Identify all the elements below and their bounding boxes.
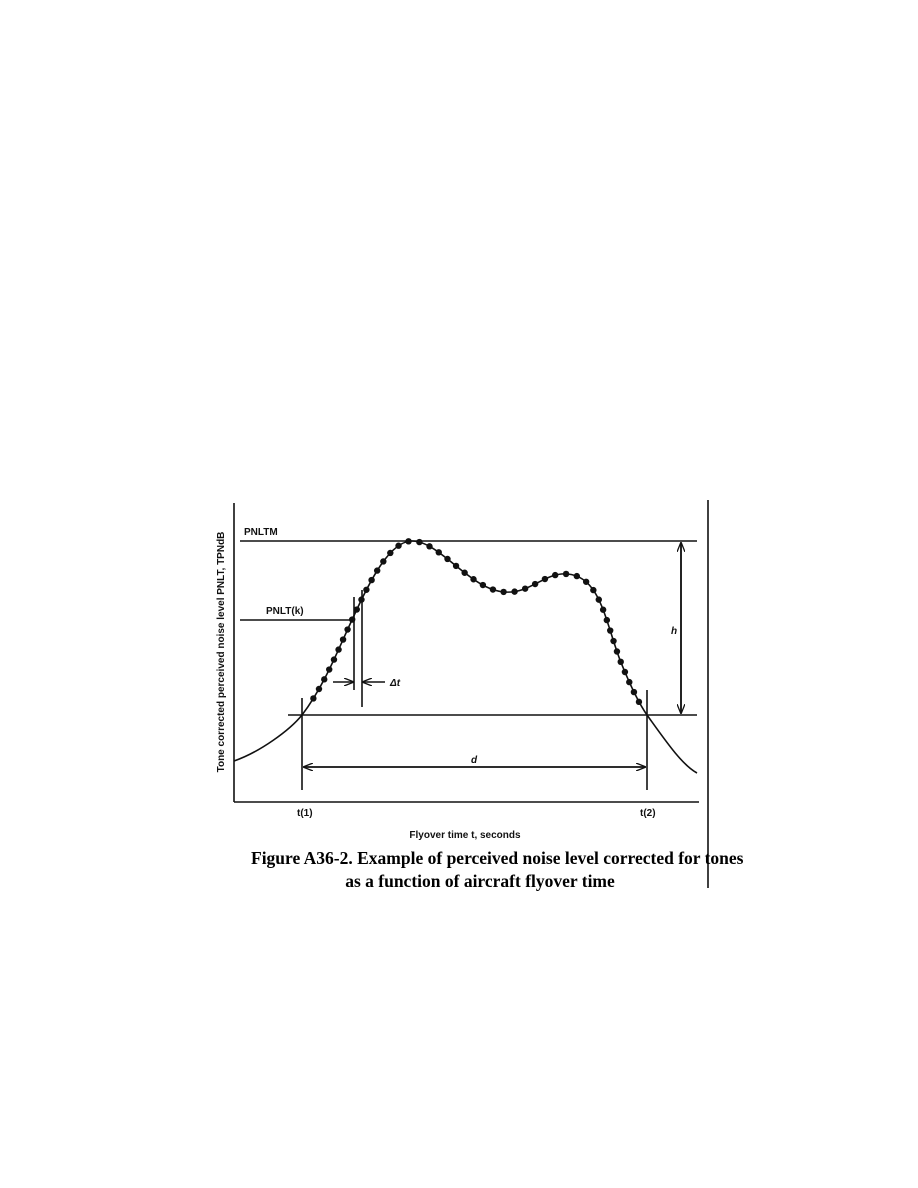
sample-point: [573, 572, 581, 580]
t2-label: t(2): [640, 808, 656, 819]
sample-point: [603, 616, 611, 624]
sample-point: [489, 586, 497, 593]
sample-points: [310, 538, 643, 706]
sample-point: [621, 668, 629, 676]
sample-point: [395, 542, 402, 549]
sample-point: [353, 606, 360, 613]
sample-point: [626, 678, 633, 686]
sample-point: [562, 570, 570, 578]
sample-point: [470, 576, 477, 583]
sample-point: [344, 626, 351, 633]
sample-point: [315, 685, 323, 693]
sample-point: [363, 586, 370, 593]
sample-point: [380, 558, 387, 565]
sample-point: [405, 538, 412, 545]
sample-point: [635, 698, 643, 706]
y-axis-label: Tone corrected perceived noise level PNL…: [216, 532, 227, 773]
sample-point: [321, 676, 328, 683]
sample-point: [630, 688, 638, 696]
sample-point: [599, 606, 607, 613]
sample-point: [541, 575, 549, 583]
sample-point: [368, 576, 375, 584]
sample-point: [416, 538, 423, 546]
x-axis-label: Flyover time t, seconds: [409, 830, 521, 841]
sample-point: [339, 636, 347, 643]
sample-point: [613, 648, 621, 655]
sample-point: [500, 588, 507, 596]
sample-point: [590, 586, 597, 594]
sample-point: [551, 571, 559, 579]
d-label: d: [471, 755, 478, 766]
sample-point: [582, 578, 590, 585]
sample-point: [595, 596, 602, 603]
pnltm-label: PNLTM: [244, 527, 278, 538]
sample-point: [479, 581, 487, 589]
sample-point: [521, 585, 529, 592]
sample-point: [326, 666, 333, 673]
sample-point: [511, 588, 518, 595]
sample-point: [349, 616, 356, 623]
sample-point: [435, 549, 442, 556]
pnltk-label: PNLT(k): [266, 606, 304, 617]
dt-label: Δt: [389, 678, 401, 689]
sample-point: [373, 567, 381, 574]
h-label: h: [671, 626, 677, 637]
sample-point: [610, 637, 617, 645]
sample-point: [426, 543, 433, 550]
sample-point: [330, 656, 338, 663]
sample-point: [607, 627, 614, 634]
caption: as a function of aircraft flyover time: [345, 871, 615, 891]
sample-point: [444, 555, 451, 563]
sample-point: [358, 596, 365, 603]
t1-label: t(1): [297, 808, 313, 819]
caption: Figure A36-2. Example of perceived noise…: [251, 848, 744, 868]
sample-point: [531, 580, 539, 588]
sample-point: [461, 569, 468, 576]
sample-point: [335, 646, 342, 653]
sample-point: [387, 549, 394, 557]
sample-point: [310, 695, 317, 702]
sample-point: [617, 658, 624, 666]
sample-point: [452, 562, 460, 570]
